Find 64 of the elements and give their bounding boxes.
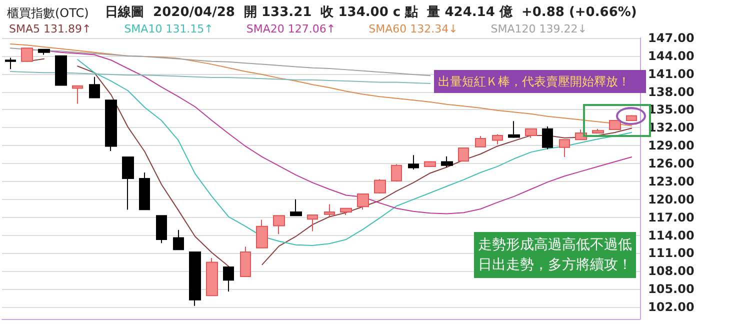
y-tick-label: 141.00 bbox=[648, 66, 694, 81]
candlestick bbox=[156, 215, 167, 244]
candlestick bbox=[441, 156, 453, 168]
candlestick bbox=[492, 134, 503, 145]
candlestick bbox=[391, 164, 402, 182]
y-tick-label: 117.00 bbox=[648, 210, 694, 224]
y-tick-label: 105.00 bbox=[648, 282, 694, 296]
candlestick bbox=[424, 161, 436, 168]
candlestick bbox=[559, 139, 570, 158]
y-tick-label: 144.00 bbox=[648, 48, 694, 63]
candlestick bbox=[173, 229, 184, 250]
candlestick bbox=[55, 55, 67, 86]
y-tick-label: 138.00 bbox=[648, 84, 694, 99]
candlestick bbox=[374, 178, 386, 194]
y-tick-label: 126.00 bbox=[648, 156, 694, 171]
candlestick bbox=[89, 76, 100, 98]
candlestick bbox=[122, 156, 134, 210]
line-series bbox=[10, 48, 431, 76]
y-tick-label: 123.00 bbox=[648, 174, 694, 188]
y-tick-label: 147.00 bbox=[648, 31, 694, 45]
text: SMA5 131.89↑ bbox=[9, 22, 92, 36]
chart-title: 櫃買指數(OTC) bbox=[7, 6, 89, 20]
candlestick bbox=[408, 154, 419, 170]
annotation: 走勢形成高過高低不過低日出走勢，多方將續攻！ bbox=[478, 237, 632, 273]
candlestick bbox=[38, 48, 50, 56]
y-tick-label: 120.00 bbox=[648, 192, 694, 206]
annotation: 出量短紅Ｋ棒，代表賣壓開始釋放！ bbox=[438, 74, 630, 88]
y-tick-label: 132.00 bbox=[648, 120, 694, 135]
candlestick bbox=[273, 215, 285, 235]
y-tick-label: 114.00 bbox=[648, 228, 694, 242]
y-tick-label: 129.00 bbox=[648, 138, 694, 153]
candlestick bbox=[206, 258, 218, 296]
candlestick bbox=[189, 252, 201, 306]
text: SMA120 139.22↓ bbox=[490, 22, 587, 36]
y-tick-label: 135.00 bbox=[648, 102, 694, 117]
candlestick bbox=[256, 219, 268, 248]
candlestick bbox=[542, 126, 553, 150]
candlestick bbox=[357, 194, 369, 210]
y-tick-label: 108.00 bbox=[648, 264, 694, 278]
chart-subtitle: 日線圖 2020/04/28 開 133.21 收 134.00 c 點 量 424.14 億 +0.88 (+0.66%) bbox=[105, 4, 637, 20]
candlestick bbox=[324, 204, 335, 218]
candlestick bbox=[5, 57, 16, 70]
y-tick-label: 111.00 bbox=[648, 246, 694, 260]
candlestick bbox=[609, 120, 621, 130]
candlestick bbox=[223, 266, 234, 292]
candlestick bbox=[475, 136, 486, 148]
candlestick bbox=[340, 208, 352, 216]
candlestick bbox=[72, 85, 83, 104]
text: SMA20 127.06↑ bbox=[246, 22, 336, 36]
line-series bbox=[10, 70, 431, 84]
candlestick bbox=[525, 128, 537, 138]
candlestick bbox=[592, 128, 604, 134]
candlestick bbox=[626, 114, 637, 122]
candlestick bbox=[508, 120, 520, 138]
text: SMA10 131.15↑ bbox=[124, 22, 214, 36]
candlestick bbox=[139, 172, 150, 210]
candlestick bbox=[105, 100, 117, 152]
candlestick bbox=[21, 48, 33, 62]
candlestick bbox=[290, 198, 302, 216]
y-tick-label: 102.00 bbox=[648, 300, 694, 314]
text: SMA60 132.34↓ bbox=[368, 22, 458, 36]
candlestick bbox=[458, 148, 469, 162]
candlestick bbox=[240, 246, 251, 278]
candlestick bbox=[307, 214, 318, 232]
